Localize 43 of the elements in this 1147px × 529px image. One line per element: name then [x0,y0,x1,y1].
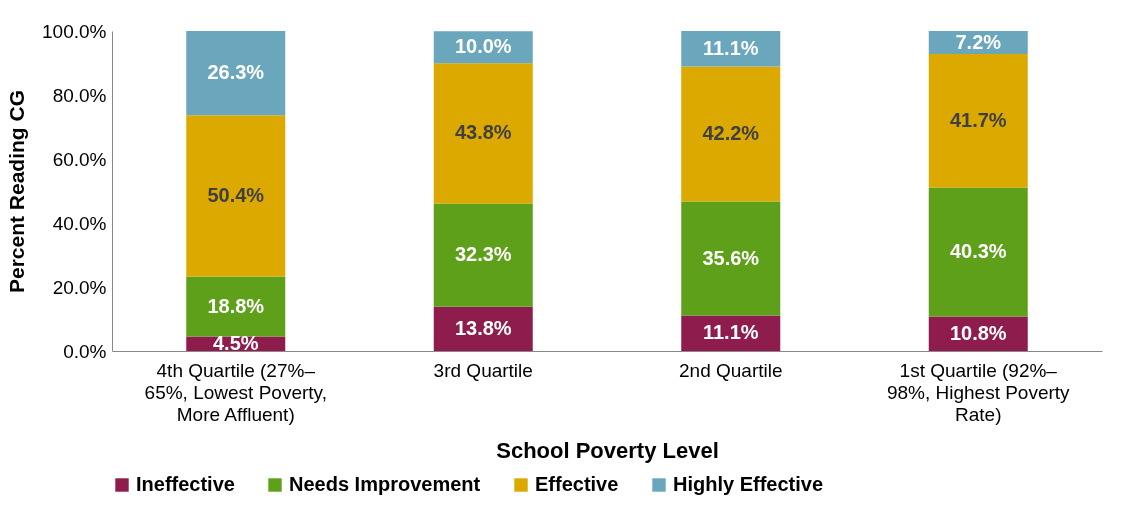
bar [186,31,286,116]
data-label: 32.3% [454,243,512,266]
data-label: 50.4% [207,183,265,206]
data-label: 43.8% [454,121,512,144]
data-label: 35.6% [702,246,760,269]
x-tick-label: 1st Quartile (92%–98%, Highest Poverty Rate) [886,359,1071,425]
data-label: 18.8% [207,294,265,317]
data-label: 40.3% [949,239,1007,262]
data-label: 11.1% [702,36,759,59]
bar [433,203,533,307]
bar [928,54,1028,188]
y-axis-title: Percent Reading CG [5,89,29,294]
data-label: 13.8% [454,316,512,339]
x-tick-label: 2nd Quartile [678,359,783,381]
bar [928,187,1028,317]
data-label: 26.3% [207,61,265,84]
y-tick-label: 80.0% [52,84,107,106]
data-label: 42.2% [702,122,760,145]
bar [681,66,781,202]
y-tick-label: 60.0% [52,148,107,170]
bar [681,31,781,67]
bar [681,315,781,351]
data-label: 10.0% [454,35,512,58]
bar [681,201,781,316]
bar [433,63,533,204]
x-tick-label: 3rd Quartile [433,359,533,381]
y-tick-label: 20.0% [52,276,107,298]
x-tick-label: 4th Quartile (27%–65%, Lowest Poverty, More Affluent) [144,359,327,425]
legend-label: Highly Effective [673,473,824,495]
data-label: 11.1% [702,321,759,344]
data-label: 7.2% [955,30,1002,53]
data-label: 10.8% [949,321,1007,344]
bar [186,115,286,277]
legend-label: Effective [535,473,619,495]
x-axis-title: School Poverty Level [496,437,719,463]
data-label: 4.5% [212,331,259,354]
legend-label: Needs Improvement [289,473,481,495]
data-label: 41.7% [949,108,1007,131]
bar [186,276,286,337]
y-tick-label: 100.0% [42,20,107,42]
y-tick-label: 0.0% [63,340,107,362]
y-tick-label: 40.0% [52,212,107,234]
legend-label: Ineffective [136,473,235,495]
